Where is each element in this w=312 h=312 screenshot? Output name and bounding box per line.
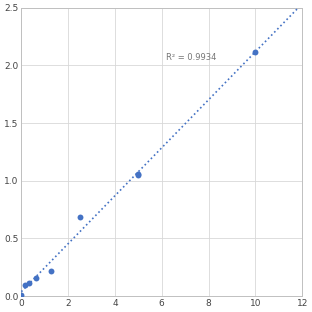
Point	[136, 171, 141, 176]
Point	[19, 292, 24, 297]
Point	[22, 282, 27, 287]
Point	[253, 49, 258, 54]
Point	[48, 269, 53, 274]
Point	[26, 280, 31, 285]
Text: R² = 0.9934: R² = 0.9934	[166, 53, 217, 61]
Point	[136, 173, 141, 178]
Point	[33, 275, 38, 280]
Point	[77, 214, 82, 219]
